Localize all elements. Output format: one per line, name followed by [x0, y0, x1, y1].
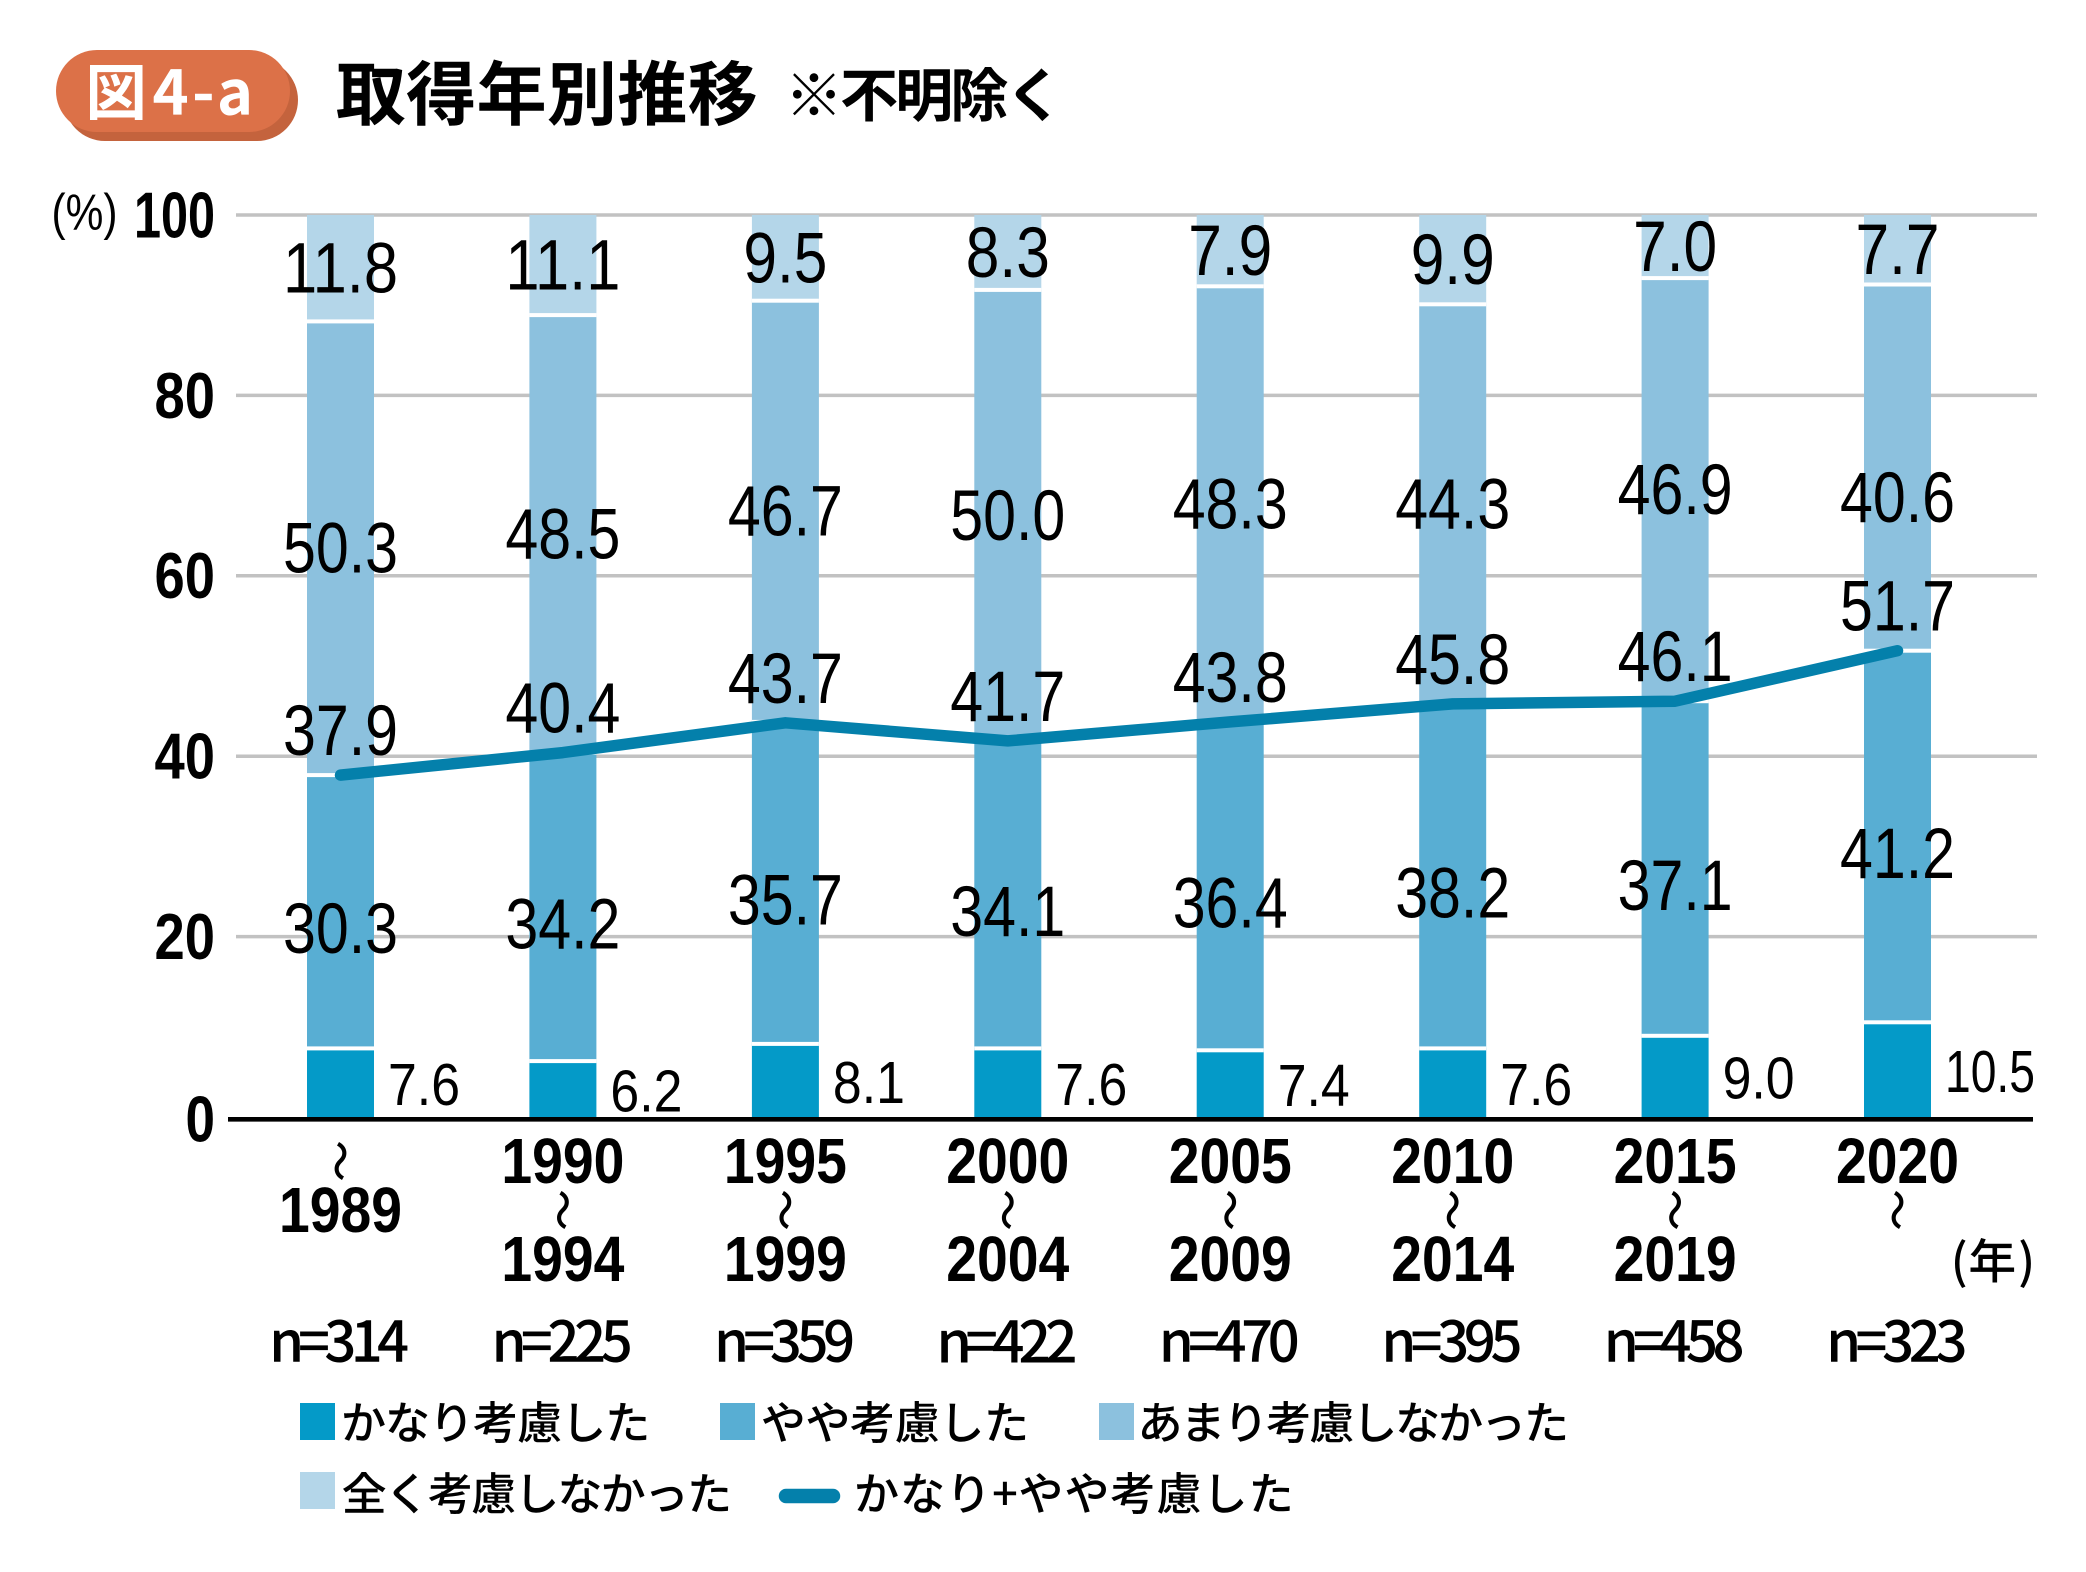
svg-text:2014: 2014: [1391, 1223, 1514, 1295]
svg-text:46.1: 46.1: [1618, 618, 1733, 697]
svg-text:0: 0: [186, 1083, 216, 1156]
svg-text:50.3: 50.3: [283, 510, 398, 589]
svg-text:43.7: 43.7: [728, 640, 843, 719]
svg-text:20: 20: [155, 900, 216, 973]
svg-text:6.2: 6.2: [610, 1058, 682, 1124]
svg-text:(%): (%): [52, 183, 118, 240]
svg-text:8.3: 8.3: [966, 214, 1050, 293]
svg-text:9.0: 9.0: [1723, 1046, 1795, 1112]
svg-text:2009: 2009: [1169, 1223, 1292, 1295]
svg-text:7.0: 7.0: [1633, 208, 1717, 287]
svg-text:40.4: 40.4: [505, 670, 620, 749]
svg-text:7.7: 7.7: [1856, 211, 1940, 290]
svg-text:1994: 1994: [501, 1223, 624, 1295]
svg-text:1990: 1990: [501, 1125, 624, 1197]
svg-text:46.7: 46.7: [728, 473, 843, 552]
svg-text:1995: 1995: [724, 1125, 847, 1197]
svg-text:41.7: 41.7: [950, 658, 1065, 737]
svg-text:1989: 1989: [279, 1174, 402, 1246]
svg-text:8.1: 8.1: [833, 1050, 905, 1116]
svg-text:40: 40: [155, 720, 216, 793]
svg-text:7.6: 7.6: [1500, 1052, 1572, 1118]
svg-text:40.6: 40.6: [1840, 459, 1955, 538]
svg-text:48.5: 48.5: [505, 495, 620, 574]
svg-text:44.3: 44.3: [1395, 466, 1510, 545]
svg-text:37.1: 37.1: [1618, 847, 1733, 926]
svg-text:34.2: 34.2: [505, 885, 620, 964]
svg-text:1999: 1999: [724, 1223, 847, 1295]
svg-text:7.9: 7.9: [1188, 212, 1272, 291]
svg-text:11.8: 11.8: [283, 230, 398, 309]
svg-text:43.8: 43.8: [1173, 639, 1288, 718]
svg-text:11.1: 11.1: [505, 227, 620, 306]
svg-text:2000: 2000: [946, 1125, 1069, 1197]
svg-text:100: 100: [134, 178, 215, 251]
svg-text:36.4: 36.4: [1173, 865, 1288, 944]
svg-text:7.6: 7.6: [1055, 1052, 1127, 1118]
svg-text:9.5: 9.5: [743, 219, 827, 298]
svg-text:10.5: 10.5: [1945, 1039, 2035, 1105]
svg-text:41.2: 41.2: [1840, 815, 1955, 894]
svg-text:34.1: 34.1: [950, 873, 1065, 952]
svg-text:46.9: 46.9: [1618, 451, 1733, 530]
svg-text:37.9: 37.9: [283, 692, 398, 771]
svg-text:2015: 2015: [1614, 1125, 1737, 1197]
svg-text:30.3: 30.3: [283, 890, 398, 969]
svg-text:45.8: 45.8: [1395, 621, 1510, 700]
svg-text:51.7: 51.7: [1840, 568, 1955, 647]
svg-text:7.6: 7.6: [388, 1052, 460, 1118]
svg-text:60: 60: [155, 539, 216, 612]
svg-text:50.0: 50.0: [950, 477, 1065, 556]
svg-text:2019: 2019: [1614, 1223, 1737, 1295]
svg-text:9.9: 9.9: [1411, 221, 1495, 300]
svg-text:7.4: 7.4: [1278, 1053, 1350, 1119]
svg-text:2020: 2020: [1836, 1125, 1959, 1197]
svg-text:38.2: 38.2: [1395, 855, 1510, 934]
svg-text:48.3: 48.3: [1173, 466, 1288, 545]
svg-text:2010: 2010: [1391, 1125, 1514, 1197]
svg-text:80: 80: [155, 359, 216, 432]
svg-text:2005: 2005: [1169, 1125, 1292, 1197]
svg-text:2004: 2004: [946, 1223, 1069, 1295]
svg-text:35.7: 35.7: [728, 861, 843, 940]
